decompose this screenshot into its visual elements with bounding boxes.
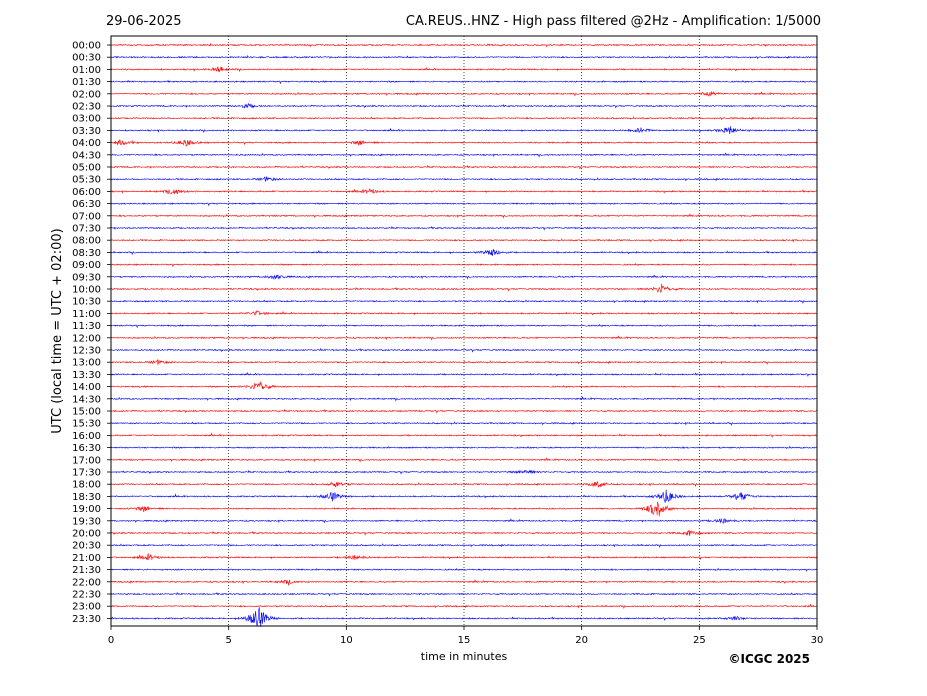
trace-2130 xyxy=(110,567,818,572)
row-label-0830: 08:30 xyxy=(72,248,101,259)
trace-0700 xyxy=(110,213,818,219)
row-label-2300: 23:00 xyxy=(72,602,101,613)
row-label-0500: 05:00 xyxy=(72,163,101,174)
x-tick-label-20: 20 xyxy=(575,635,588,646)
trace-1000 xyxy=(110,283,818,293)
row-label-0000: 00:00 xyxy=(72,41,101,52)
chart-title: CA.REUS..HNZ - High pass filtered @2Hz -… xyxy=(406,14,821,29)
row-label-1130: 11:30 xyxy=(72,321,101,332)
row-label-2200: 22:00 xyxy=(72,577,101,588)
row-label-2330: 23:30 xyxy=(72,614,101,625)
row-label-0300: 03:00 xyxy=(72,114,101,125)
x-tick-label-30: 30 xyxy=(811,635,824,646)
row-label-0100: 01:00 xyxy=(72,65,101,76)
chart-date: 29-06-2025 xyxy=(106,14,182,29)
row-label-1400: 14:00 xyxy=(72,382,101,393)
row-label-1230: 12:30 xyxy=(72,346,101,357)
row-label-0700: 07:00 xyxy=(72,211,101,222)
x-tick-label-10: 10 xyxy=(340,635,353,646)
row-label-1300: 13:00 xyxy=(72,358,101,369)
x-tick-label-5: 5 xyxy=(225,635,231,646)
y-axis-label: UTC (local time = UTC + 02:00) xyxy=(50,228,65,433)
trace-1100 xyxy=(110,309,818,316)
trace-0600 xyxy=(111,188,818,195)
trace-0400 xyxy=(110,139,818,147)
trace-1800 xyxy=(110,481,818,488)
row-label-1930: 19:30 xyxy=(72,516,101,527)
x-axis-ticks: 0 5 10 15 20 25 30 xyxy=(108,626,824,646)
row-label-0400: 04:00 xyxy=(72,138,101,149)
row-label-1430: 14:30 xyxy=(72,394,101,405)
row-label-0900: 09:00 xyxy=(72,260,101,271)
trace-2000 xyxy=(110,529,818,537)
row-label-2100: 21:00 xyxy=(72,553,101,564)
row-label-1630: 16:30 xyxy=(72,443,101,454)
trace-1130 xyxy=(110,323,818,329)
trace-0530 xyxy=(110,176,818,182)
row-label-0130: 01:30 xyxy=(72,77,101,88)
row-label-0800: 08:00 xyxy=(72,236,101,247)
x-tick-label-15: 15 xyxy=(458,635,471,646)
trace-1830 xyxy=(110,489,818,503)
row-label-1100: 11:00 xyxy=(72,309,101,320)
row-label-0930: 09:30 xyxy=(72,272,101,283)
row-label-1800: 18:00 xyxy=(72,480,101,491)
trace-1930 xyxy=(110,517,818,525)
trace-0630 xyxy=(110,201,818,207)
row-label-0330: 03:30 xyxy=(72,126,101,137)
trace-1300 xyxy=(110,359,818,366)
row-label-0730: 07:30 xyxy=(72,224,101,235)
copyright-label: ©ICGC 2025 xyxy=(728,652,810,666)
trace-2030 xyxy=(110,543,818,548)
row-label-1600: 16:00 xyxy=(72,431,101,442)
row-label-2230: 22:30 xyxy=(72,590,101,601)
row-label-2030: 20:30 xyxy=(72,541,101,552)
x-tick-label-0: 0 xyxy=(108,635,114,646)
x-axis-label: time in minutes xyxy=(421,650,508,663)
trace-1330 xyxy=(110,372,818,377)
trace-2100 xyxy=(110,552,818,561)
row-label-1700: 17:00 xyxy=(72,455,101,466)
row-label-0630: 06:30 xyxy=(72,199,101,210)
minute-gridlines xyxy=(228,36,700,626)
row-label-1330: 13:30 xyxy=(72,370,101,381)
row-label-1830: 18:30 xyxy=(72,492,101,503)
trace-1430 xyxy=(110,396,818,402)
row-label-0600: 06:00 xyxy=(72,187,101,198)
trace-1200 xyxy=(110,335,818,341)
row-label-0430: 04:30 xyxy=(72,150,101,161)
trace-1900 xyxy=(110,501,818,517)
row-label-1000: 10:00 xyxy=(72,285,101,296)
row-label-1200: 12:00 xyxy=(72,333,101,344)
row-label-1030: 10:30 xyxy=(72,297,101,308)
row-label-0030: 00:30 xyxy=(72,53,101,64)
trace-1230 xyxy=(110,347,818,353)
trace-1400 xyxy=(110,381,817,390)
row-label-2130: 21:30 xyxy=(72,565,101,576)
x-tick-label-25: 25 xyxy=(693,635,706,646)
row-label-1500: 15:00 xyxy=(72,407,101,418)
row-label-1530: 15:30 xyxy=(72,419,101,430)
row-label-2000: 20:00 xyxy=(72,529,101,540)
trace-0500 xyxy=(111,164,818,170)
row-label-0200: 02:00 xyxy=(72,89,101,100)
row-label-0530: 05:30 xyxy=(72,175,101,186)
trace-0430 xyxy=(110,152,818,158)
row-label-1730: 17:30 xyxy=(72,468,101,479)
row-label-0230: 02:30 xyxy=(72,102,101,113)
seismic-traces xyxy=(110,43,818,628)
row-label-1900: 19:00 xyxy=(72,504,101,515)
